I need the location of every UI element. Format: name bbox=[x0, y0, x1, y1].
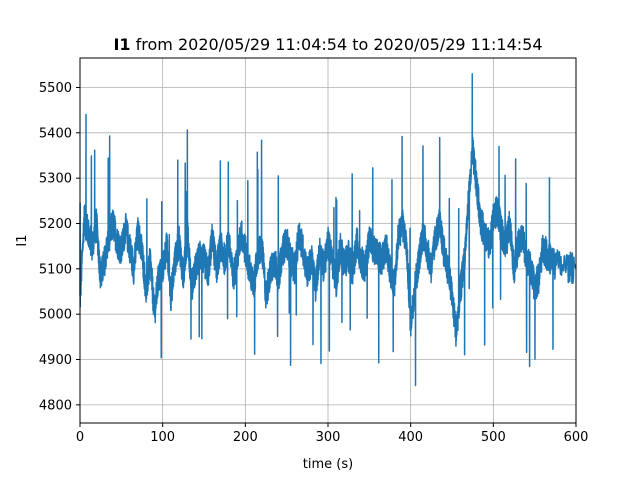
y-axis: 4800 4900 5000 5100 5200 5300 5400 5500 bbox=[39, 81, 80, 413]
x-tick-label: 100 bbox=[150, 430, 175, 445]
title-rest-part: from 2020/05/29 11:04:54 to 2020/05/29 1… bbox=[131, 35, 543, 54]
x-tick-label: 300 bbox=[316, 430, 341, 445]
x-tick-label: 600 bbox=[564, 430, 589, 445]
x-tick-label: 0 bbox=[76, 430, 84, 445]
y-tick-label: 4800 bbox=[39, 398, 72, 413]
y-tick-label: 5200 bbox=[39, 217, 72, 232]
plot-area bbox=[79, 57, 577, 424]
x-axis-label: time (s) bbox=[303, 457, 353, 472]
y-tick-label: 5500 bbox=[39, 81, 72, 96]
title-bold-part: I1 bbox=[113, 35, 130, 54]
y-tick-label: 5100 bbox=[39, 262, 72, 277]
x-tick-label: 400 bbox=[398, 430, 423, 445]
series-line bbox=[79, 73, 577, 387]
y-tick-label: 5300 bbox=[39, 172, 72, 187]
y-tick-label: 4900 bbox=[39, 353, 72, 368]
y-tick-label: 5000 bbox=[39, 308, 72, 323]
x-tick-label: 500 bbox=[481, 430, 506, 445]
chart-title: I1 from 2020/05/29 11:04:54 to 2020/05/2… bbox=[113, 35, 542, 54]
y-tick-label: 5400 bbox=[39, 126, 72, 141]
x-axis: 0 100 200 300 400 500 600 bbox=[76, 423, 589, 445]
y-axis-label: I1 bbox=[15, 234, 30, 246]
series-group bbox=[79, 73, 577, 387]
x-tick-label: 200 bbox=[233, 430, 258, 445]
